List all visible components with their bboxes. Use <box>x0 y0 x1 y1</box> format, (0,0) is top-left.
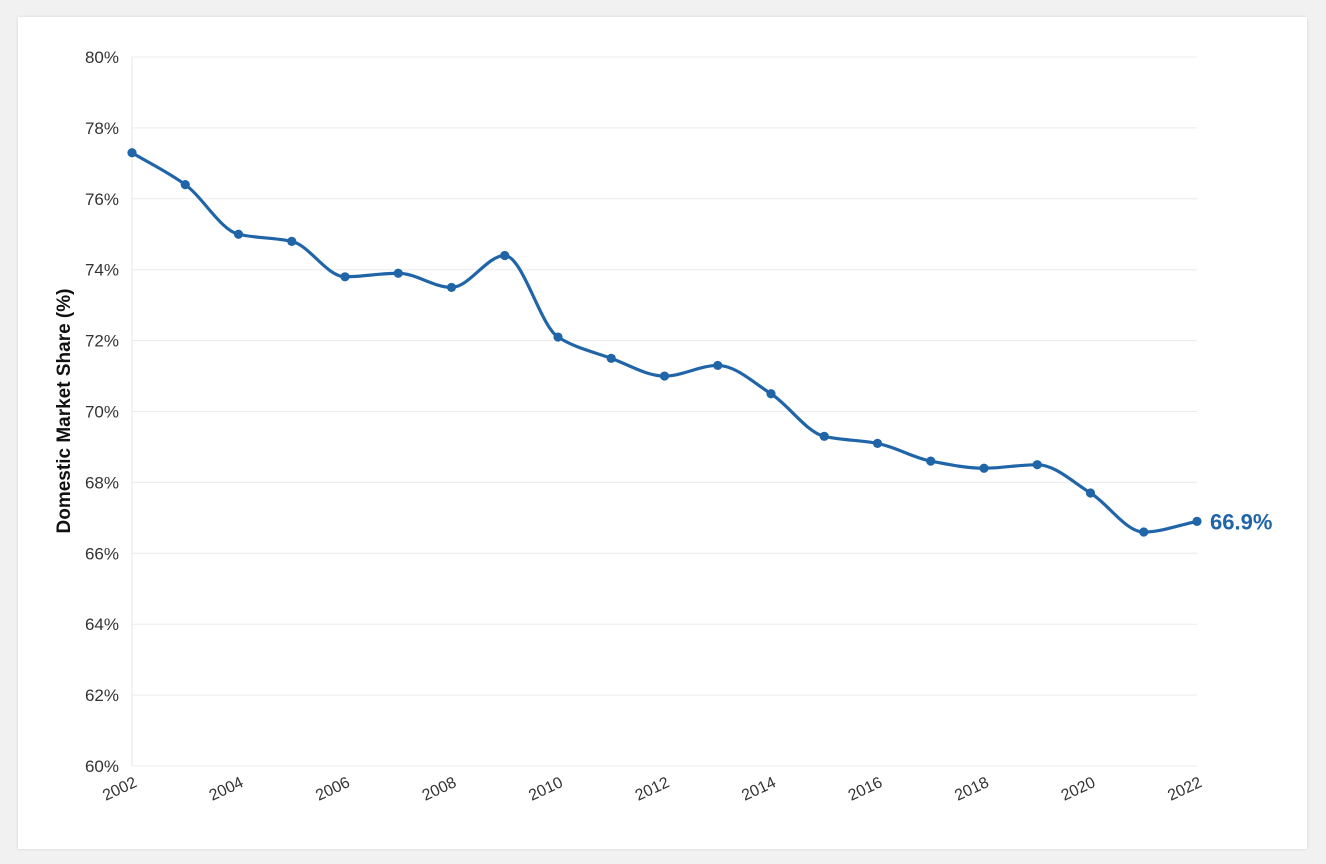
data-point <box>659 371 670 381</box>
data-point <box>500 250 510 261</box>
y-axis-ticks: 80% 78% 76% 74% 72% 70% 68% 66% 64% 62% 60% <box>85 48 119 776</box>
x-tick-label: 2002 <box>100 774 140 804</box>
data-point <box>180 180 190 190</box>
data-point <box>340 272 350 282</box>
data-point <box>1085 488 1096 498</box>
data-point <box>1032 460 1042 470</box>
x-tick-label: 2008 <box>420 774 460 804</box>
x-tick-label: 2014 <box>739 774 779 804</box>
y-tick-label: 80% <box>85 48 119 67</box>
y-tick-label: 72% <box>85 332 119 351</box>
data-point <box>979 463 989 473</box>
data-point <box>287 236 297 246</box>
x-tick-label: 2022 <box>1165 774 1205 804</box>
data-point <box>926 456 936 466</box>
y-tick-label: 60% <box>85 757 119 776</box>
data-point <box>606 353 616 363</box>
data-point <box>446 282 457 293</box>
end-value-label: 66.9% <box>1210 509 1272 534</box>
y-tick-label: 62% <box>85 686 119 705</box>
y-tick-label: 70% <box>85 403 119 422</box>
data-point <box>766 389 776 399</box>
x-tick-label: 2020 <box>1059 774 1099 804</box>
data-point <box>872 438 883 449</box>
data-points <box>127 148 1202 537</box>
x-tick-label: 2016 <box>846 774 886 804</box>
y-tick-label: 76% <box>85 190 119 209</box>
chart-card <box>18 17 1307 849</box>
y-tick-label: 74% <box>85 261 119 280</box>
data-point <box>1192 516 1202 526</box>
data-point <box>553 332 563 342</box>
series-line <box>130 151 1199 534</box>
x-tick-label: 2004 <box>207 774 247 804</box>
y-tick-label: 78% <box>85 119 119 138</box>
y-tick-label: 64% <box>85 615 119 634</box>
data-point <box>393 268 403 278</box>
x-tick-label: 2018 <box>952 774 992 804</box>
x-tick-label: 2006 <box>313 774 353 804</box>
y-axis-label: Domestic Market Share (%) <box>54 289 75 534</box>
data-point <box>819 431 829 441</box>
data-point <box>233 229 244 239</box>
y-tick-label: 66% <box>85 544 119 563</box>
x-axis-ticks: 2002 2004 2006 2008 2010 2012 2014 2016 2018 2020… <box>100 774 1205 804</box>
data-point <box>127 148 137 158</box>
data-point <box>713 360 723 371</box>
gridlines <box>131 56 1197 767</box>
x-tick-label: 2010 <box>526 774 566 804</box>
data-point <box>1139 527 1149 537</box>
y-tick-label: 68% <box>85 473 119 492</box>
x-tick-label: 2012 <box>633 774 673 804</box>
